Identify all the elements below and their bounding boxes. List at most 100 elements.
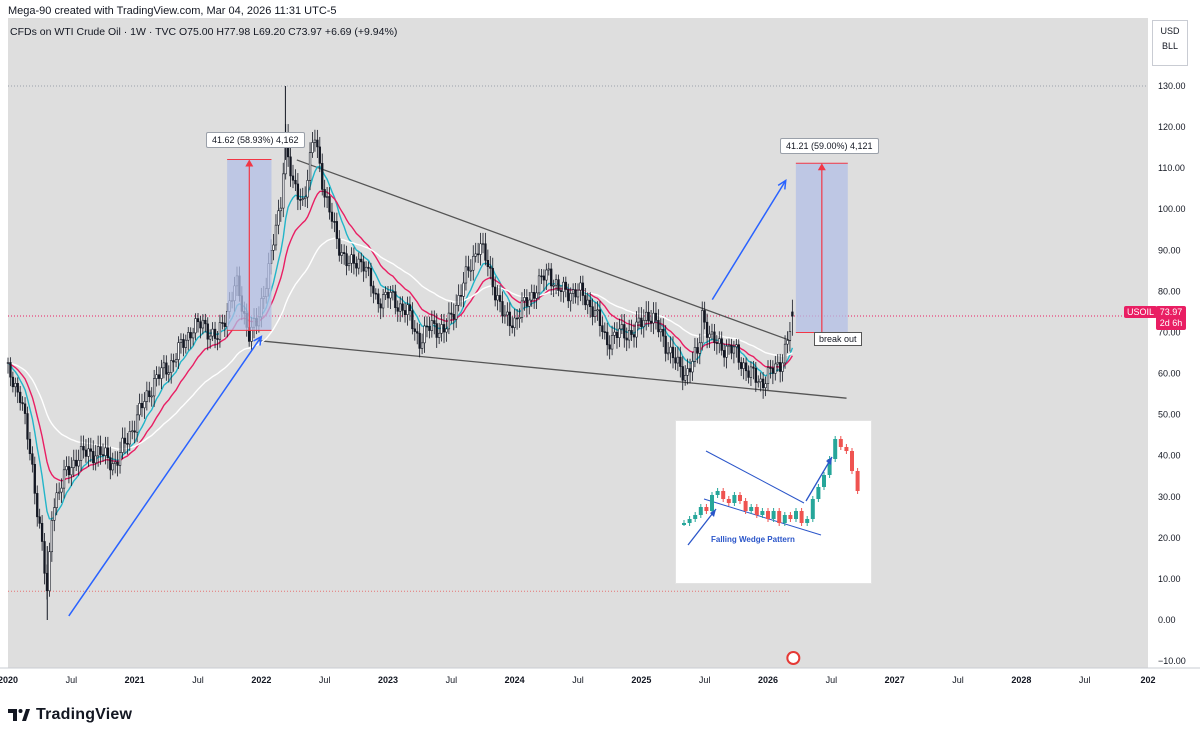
inset-candle-body: [855, 471, 860, 491]
candle-body: [184, 339, 187, 348]
candle-body: [598, 309, 602, 326]
candle-body: [53, 507, 56, 521]
candle-body: [593, 310, 597, 317]
candle-body: [523, 297, 526, 302]
measure-left-label[interactable]: 41.62 (58.93%) 4,162: [206, 132, 305, 148]
inset-arrow-left: [687, 508, 717, 546]
candle-body: [433, 320, 436, 324]
candle-body: [586, 299, 589, 306]
candle-body: [771, 367, 775, 374]
inset-candle-body: [850, 451, 854, 471]
arrow-up-left-line: [68, 336, 262, 617]
candle-body: [77, 460, 80, 467]
candle-body: [428, 326, 431, 331]
x-tick-label: 202: [1140, 675, 1155, 685]
candle-body: [160, 367, 163, 379]
candle-body: [416, 331, 419, 334]
candle-body: [11, 376, 15, 388]
x-tick-label: Jul: [826, 675, 838, 685]
candle-body: [615, 331, 619, 338]
candle-body: [757, 381, 760, 384]
price-chart[interactable]: 130.00 120.00 110.00 100.00 90.00 80.00 70.00 6…: [0, 0, 1200, 694]
us-flag-icon-inner: [788, 653, 799, 663]
candle-body: [496, 295, 499, 301]
candle-body: [764, 383, 767, 389]
inset-upper-line: [705, 450, 805, 504]
candle-body: [659, 328, 662, 333]
measure-layer: [227, 159, 848, 333]
candle-body: [486, 259, 490, 267]
candle-body: [752, 366, 755, 369]
candle-body: [172, 360, 175, 363]
candle-body: [413, 328, 416, 332]
candle-body: [720, 338, 723, 351]
candle-body: [306, 180, 309, 198]
candle-body: [435, 323, 438, 338]
candle-body: [367, 266, 370, 269]
candle-body: [177, 342, 180, 360]
candle-body: [101, 454, 105, 456]
x-tick-label: 2027: [885, 675, 905, 685]
candle-body: [330, 211, 334, 222]
y-tick-label: 20.00: [1158, 533, 1181, 543]
y-tick-label: 60.00: [1158, 369, 1181, 379]
candle-body: [333, 221, 336, 223]
y-tick-label: −10.00: [1158, 656, 1186, 666]
candle-body: [481, 243, 485, 246]
candle-body: [418, 332, 421, 349]
inset-candle-body: [687, 519, 692, 523]
candle-body: [708, 333, 711, 338]
candle-body: [662, 328, 665, 337]
candle-body: [360, 258, 363, 263]
candle-body: [19, 391, 22, 403]
y-tick-label: 0.00: [1158, 615, 1176, 625]
candle-body: [438, 332, 441, 338]
candle-body: [123, 437, 127, 444]
candle-body: [75, 459, 78, 467]
candle-body: [131, 430, 134, 433]
candle-body: [464, 266, 468, 284]
tradingview-logo[interactable]: TradingView: [8, 706, 132, 724]
candle-body: [666, 352, 670, 355]
candle-body: [442, 324, 446, 333]
candle-body: [715, 342, 718, 344]
candle-body: [637, 317, 641, 323]
candle-body: [396, 307, 399, 312]
candle-body: [691, 361, 694, 373]
candle-body: [749, 366, 753, 378]
candle-body: [189, 332, 192, 339]
candle-body: [501, 301, 504, 317]
candle-body: [515, 317, 519, 320]
candle-body: [567, 289, 570, 302]
breakout-label[interactable]: break out: [814, 332, 862, 346]
x-tick-label: Jul: [1079, 675, 1091, 685]
candle-body: [140, 403, 144, 409]
inset-arrow-left-head: [710, 509, 716, 517]
candle-body: [710, 331, 714, 335]
candle-body: [274, 224, 278, 246]
candle-body: [430, 320, 433, 331]
x-tick-label: Jul: [319, 675, 331, 685]
candle-body: [391, 291, 395, 293]
measure-right-label[interactable]: 41.21 (59.00%) 4,121: [780, 138, 879, 154]
candle-body: [528, 299, 531, 307]
candle-body: [386, 291, 390, 299]
candle-body: [581, 282, 585, 296]
candle-body: [218, 322, 222, 340]
currency-selector[interactable]: USD BLL: [1152, 20, 1188, 66]
tradingview-logo-icon: [8, 709, 30, 721]
y-tick-label: 100.00: [1158, 204, 1186, 214]
candle-body: [389, 292, 392, 299]
candle-body: [364, 266, 368, 272]
candle-body: [170, 360, 173, 373]
candle-body: [530, 292, 533, 301]
candle-body: [21, 402, 24, 405]
candle-body: [126, 443, 129, 445]
inset-candle-body: [771, 511, 776, 519]
candle-body: [372, 285, 375, 294]
candle-body: [70, 467, 73, 476]
symbol-legend[interactable]: CFDs on WTI Crude Oil · 1W · TVC O75.00 …: [10, 26, 398, 38]
candle-body: [381, 294, 385, 309]
arrow-up-right-head: [777, 179, 787, 190]
candle-body: [199, 321, 202, 329]
